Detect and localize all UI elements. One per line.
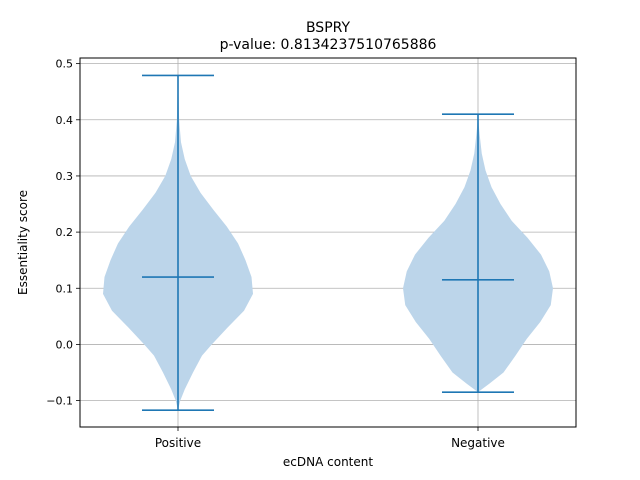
violin-stat-lines xyxy=(142,74,514,411)
y-tick-label: 0.3 xyxy=(56,170,74,183)
plot-frame xyxy=(79,57,577,428)
x-tick-label: Negative xyxy=(451,436,505,450)
x-tick-label: Positive xyxy=(155,436,201,450)
violin-bodies xyxy=(103,75,553,411)
y-tick-label: 0.2 xyxy=(56,226,74,239)
x-axis-label: ecDNA content xyxy=(283,455,373,469)
y-tick-label: 0.5 xyxy=(56,58,74,71)
y-tick-label: 0.4 xyxy=(56,114,74,127)
chart-title: BSPRY xyxy=(306,20,351,36)
chart-subtitle: p-value: 0.8134237510765886 xyxy=(220,37,437,53)
y-axis-label: Essentiality score xyxy=(16,190,30,295)
y-tick-label: −0.1 xyxy=(46,395,73,408)
axis-ticks: −0.1 0.0 0.1 0.2 0.3 0.4 0.5 Positive Negative xyxy=(46,58,505,450)
y-tick-label: 0.1 xyxy=(56,282,74,295)
y-tick-label: 0.0 xyxy=(56,338,74,351)
